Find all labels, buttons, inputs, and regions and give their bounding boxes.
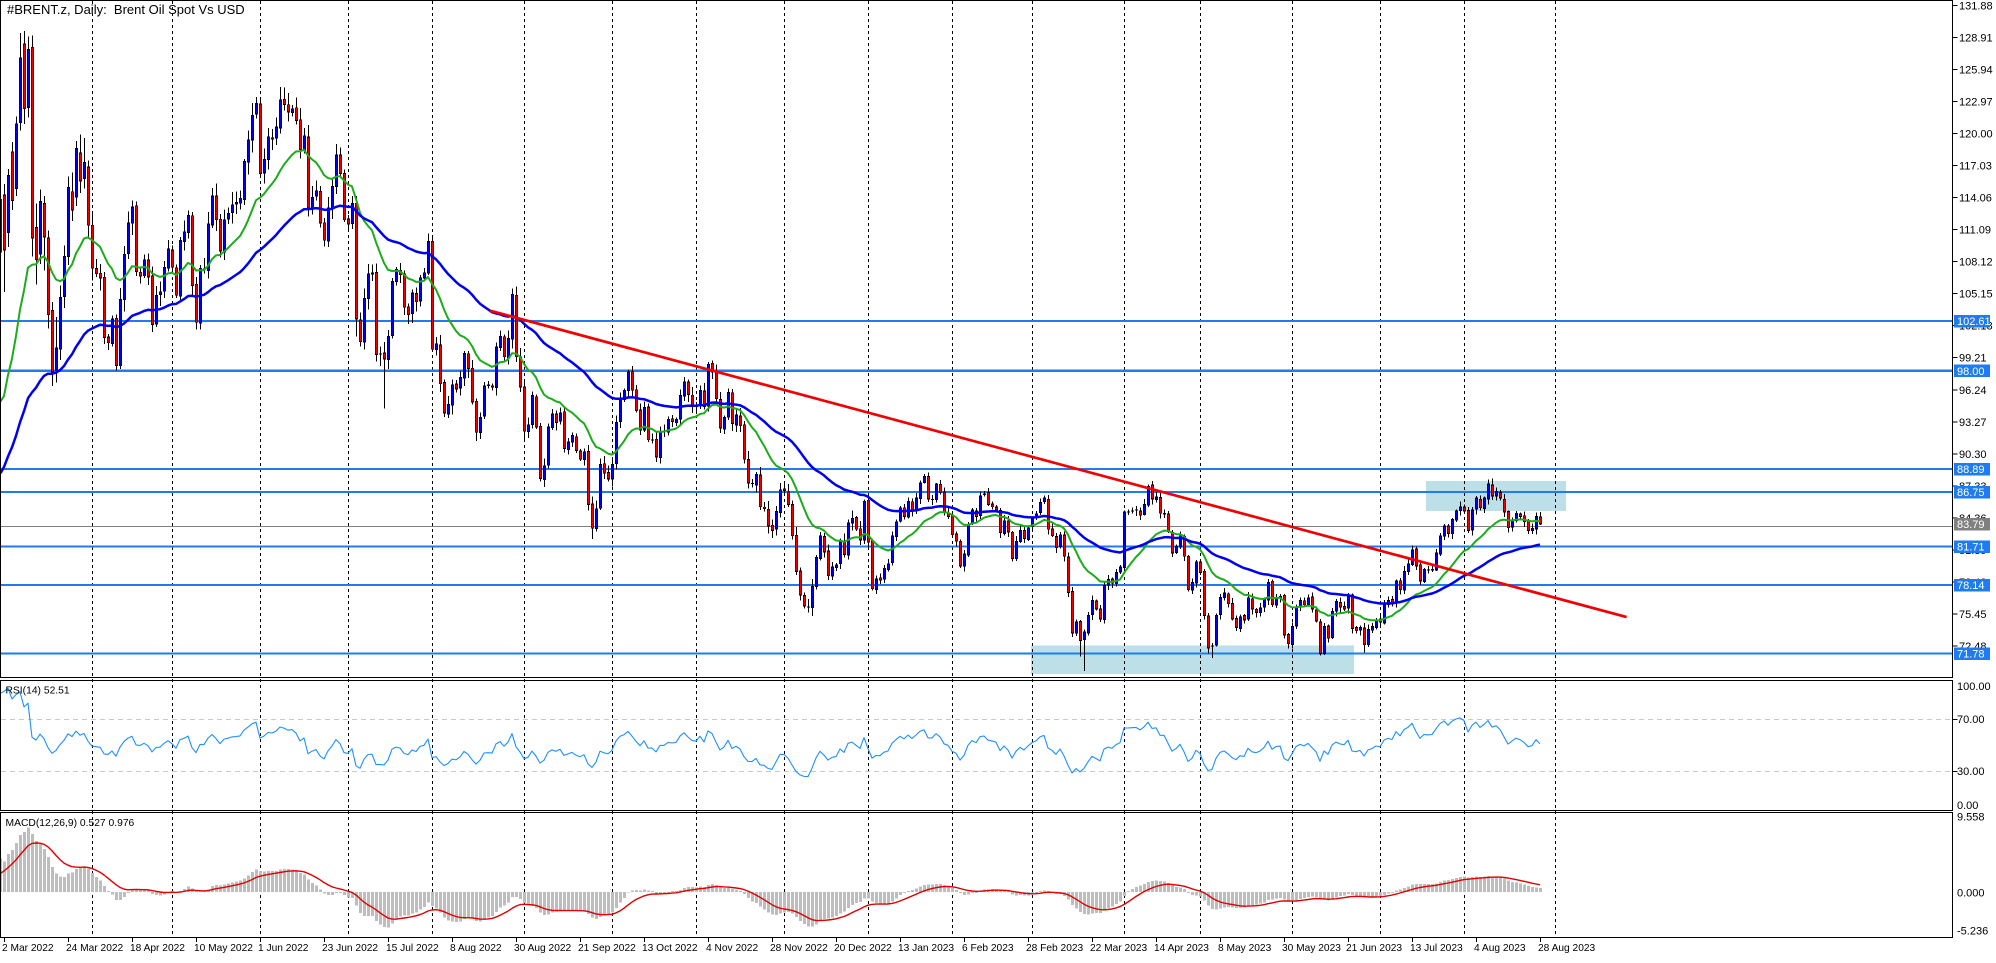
svg-text:90.30: 90.30 xyxy=(1959,449,1987,461)
svg-text:114.06: 114.06 xyxy=(1959,193,1992,205)
svg-text:18 Apr 2022: 18 Apr 2022 xyxy=(130,943,185,954)
svg-text:86.75: 86.75 xyxy=(1957,487,1985,499)
svg-text:111.09: 111.09 xyxy=(1959,225,1991,237)
svg-text:122.97: 122.97 xyxy=(1959,97,1993,109)
svg-text:102.61: 102.61 xyxy=(1957,316,1991,328)
svg-text:13 Jan 2023: 13 Jan 2023 xyxy=(898,943,954,954)
svg-text:8 Aug 2022: 8 Aug 2022 xyxy=(450,943,502,954)
svg-text:4 Nov 2022: 4 Nov 2022 xyxy=(706,943,758,954)
svg-text:117.03: 117.03 xyxy=(1959,161,1992,173)
svg-text:75.45: 75.45 xyxy=(1959,609,1987,621)
svg-text:10 May 2022: 10 May 2022 xyxy=(194,943,253,954)
svg-text:14 Apr 2023: 14 Apr 2023 xyxy=(1154,943,1209,954)
svg-text:23 Jun 2022: 23 Jun 2022 xyxy=(322,943,378,954)
svg-text:108.12: 108.12 xyxy=(1959,257,1993,269)
svg-text:81.71: 81.71 xyxy=(1957,542,1985,554)
svg-text:28 Feb 2023: 28 Feb 2023 xyxy=(1026,943,1084,954)
svg-text:24 Mar 2022: 24 Mar 2022 xyxy=(66,943,124,954)
svg-text:128.91: 128.91 xyxy=(1959,32,1993,44)
svg-text:13 Jul 2023: 13 Jul 2023 xyxy=(1410,943,1463,954)
svg-text:99.21: 99.21 xyxy=(1959,353,1987,365)
svg-text:20 Dec 2022: 20 Dec 2022 xyxy=(834,943,892,954)
svg-text:120.00: 120.00 xyxy=(1959,129,1993,141)
svg-text:9.558: 9.558 xyxy=(1957,812,1985,824)
svg-text:22 Mar 2023: 22 Mar 2023 xyxy=(1090,943,1148,954)
svg-text:-5.236: -5.236 xyxy=(1957,926,1988,938)
svg-text:100.00: 100.00 xyxy=(1957,681,1991,693)
svg-text:21 Jun 2023: 21 Jun 2023 xyxy=(1346,943,1402,954)
svg-text:98.00: 98.00 xyxy=(1957,366,1985,378)
svg-text:21 Sep 2022: 21 Sep 2022 xyxy=(578,943,636,954)
svg-text:2 Mar 2022: 2 Mar 2022 xyxy=(2,943,54,954)
svg-text:78.14: 78.14 xyxy=(1957,580,1985,592)
svg-text:4 Aug 2023: 4 Aug 2023 xyxy=(1474,943,1526,954)
svg-text:1 Jun 2022: 1 Jun 2022 xyxy=(258,943,309,954)
svg-text:83.79: 83.79 xyxy=(1957,519,1985,531)
svg-text:70.00: 70.00 xyxy=(1957,714,1985,726)
svg-text:RSI(14) 52.51: RSI(14) 52.51 xyxy=(6,686,70,697)
svg-text:28 Nov 2022: 28 Nov 2022 xyxy=(770,943,828,954)
svg-text:88.89: 88.89 xyxy=(1957,464,1985,476)
svg-text:71.78: 71.78 xyxy=(1957,649,1985,661)
svg-text:30 Aug 2022: 30 Aug 2022 xyxy=(514,943,572,954)
svg-text:15 Jul 2022: 15 Jul 2022 xyxy=(386,943,439,954)
svg-text:6 Feb 2023: 6 Feb 2023 xyxy=(962,943,1014,954)
svg-text:96.24: 96.24 xyxy=(1959,385,1987,397)
svg-text:105.15: 105.15 xyxy=(1959,289,1993,301)
svg-text:13 Oct 2022: 13 Oct 2022 xyxy=(642,943,698,954)
svg-text:131.88: 131.88 xyxy=(1959,0,1993,12)
svg-text:8 May 2023: 8 May 2023 xyxy=(1218,943,1272,954)
svg-text:28 Aug 2023: 28 Aug 2023 xyxy=(1538,943,1596,954)
svg-text:30 May 2023: 30 May 2023 xyxy=(1282,943,1341,954)
svg-text:125.94: 125.94 xyxy=(1959,65,1993,77)
svg-text:0.00: 0.00 xyxy=(1957,800,1978,812)
svg-text:MACD(12,26,9) 0.527 0.976: MACD(12,26,9) 0.527 0.976 xyxy=(6,818,135,829)
svg-text:93.27: 93.27 xyxy=(1959,417,1987,429)
svg-text:#BRENT.z, Daily: Brent Oil Sp: #BRENT.z, Daily: Brent Oil Spot Vs USD xyxy=(7,2,245,17)
svg-text:30.00: 30.00 xyxy=(1957,766,1985,778)
svg-text:0.000: 0.000 xyxy=(1957,888,1985,900)
